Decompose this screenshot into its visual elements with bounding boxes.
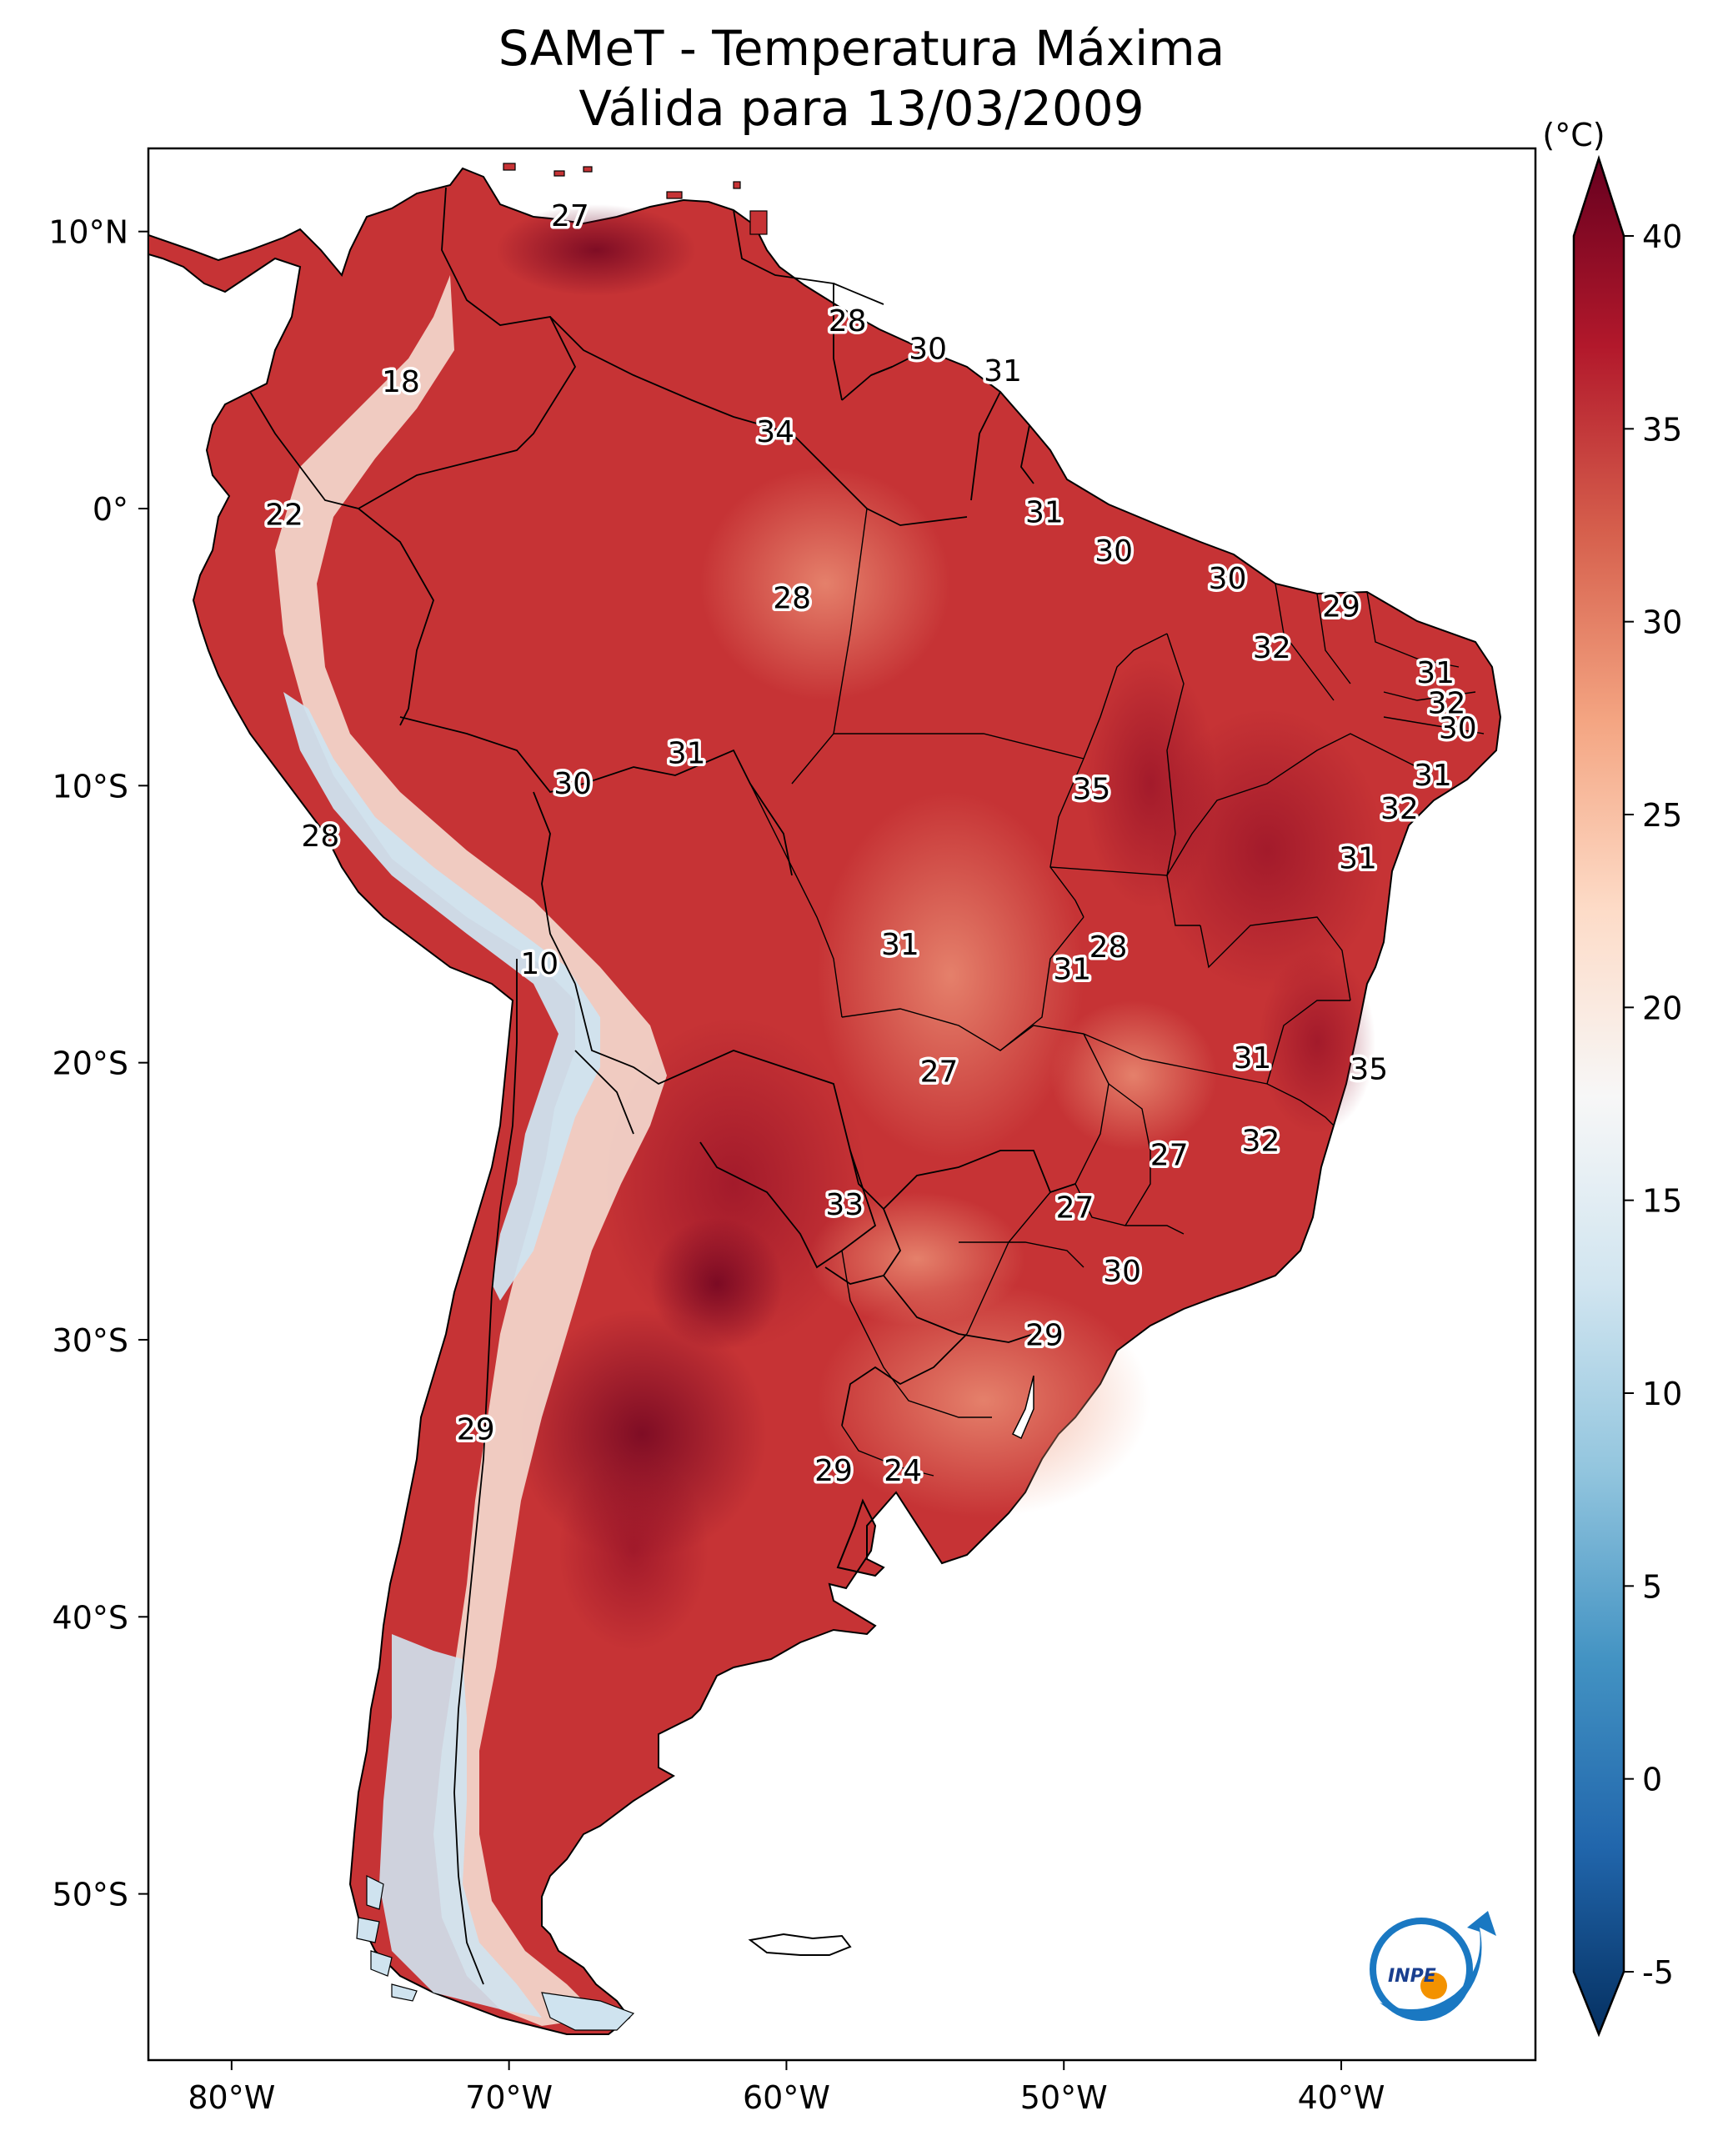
- colorbar-tick-label: 5: [1642, 1568, 1662, 1605]
- contour-label: 31: [1234, 1041, 1272, 1075]
- lat-tick-label: 50°S: [53, 1877, 128, 1913]
- lon-tick-label: 80°W: [188, 2079, 275, 2116]
- colorbar-tick-label: 30: [1642, 604, 1682, 641]
- lat-tick-label: 20°S: [53, 1045, 128, 1082]
- colorbar-tick-label: 15: [1642, 1183, 1682, 1220]
- country-borders: [249, 187, 1076, 1985]
- contour-label: 32: [1428, 687, 1466, 721]
- contour-label: 27: [551, 199, 589, 233]
- colorbar-tick-label: 40: [1642, 218, 1682, 255]
- contour-label: 31: [984, 354, 1022, 389]
- lat-tick-label: 0°: [93, 491, 128, 528]
- lat-tick-label: 40°S: [53, 1599, 128, 1636]
- patagonian-islands: [356, 1875, 635, 2031]
- contour-label: 34: [756, 415, 794, 449]
- contour-label: 32: [1242, 1125, 1280, 1159]
- patagonia-cold: [379, 1634, 542, 2018]
- state-borders: [749, 508, 1485, 1335]
- inpe-logo: INPE: [1370, 1911, 1496, 2021]
- colorbar-tick-label: 0: [1642, 1762, 1662, 1798]
- contour-label: 29: [814, 1454, 853, 1488]
- contour-label: 35: [1350, 1052, 1388, 1086]
- title-line-1: SAMeT - Temperatura Máxima: [498, 20, 1225, 77]
- falkland-islands: [748, 1933, 852, 1956]
- contour-label: 31: [1339, 842, 1377, 876]
- colorbar-tick-label: 25: [1642, 797, 1682, 834]
- contour-label: 30: [1439, 712, 1477, 746]
- contour-label: 31: [1053, 953, 1091, 987]
- contour-label: 27: [1150, 1138, 1189, 1172]
- contour-label: 28: [829, 304, 867, 338]
- contour-label: 31: [1416, 656, 1455, 690]
- contour-label: 31: [1025, 495, 1064, 529]
- contour-label: 27: [920, 1055, 959, 1090]
- contour-label: 33: [825, 1188, 864, 1222]
- logo-text: INPE: [1388, 1966, 1436, 1987]
- contour-label: 28: [1089, 930, 1128, 965]
- lon-tick-label: 50°W: [1020, 2079, 1108, 2116]
- contour-label: 22: [265, 499, 303, 533]
- logo-dot: [1420, 1973, 1447, 1999]
- lon-tick-label: 60°W: [743, 2079, 830, 2116]
- contour-label: 30: [1209, 562, 1247, 596]
- lon-tick-label: 40°W: [1298, 2079, 1385, 2116]
- longitude-axis: 80°W 70°W 60°W 50°W 40°W: [188, 2060, 1385, 2116]
- contour-label: 28: [301, 820, 339, 854]
- latitude-axis: 10°N 0° 10°S 20°S 30°S 40°S 50°S: [48, 214, 148, 1913]
- province-borders: [841, 1250, 992, 1477]
- lat-tick-label: 30°S: [53, 1322, 128, 1359]
- colorbar-unit: (°C): [1542, 117, 1605, 153]
- colorbar-tick-label: 20: [1642, 990, 1682, 1026]
- contour-label: 31: [881, 928, 919, 962]
- title-line-2: Válida para 13/03/2009: [579, 80, 1144, 137]
- contour-label: 30: [553, 767, 592, 801]
- lon-tick-label: 70°W: [465, 2079, 553, 2116]
- contour-label: 18: [382, 365, 420, 399]
- contour-label: 29: [457, 1412, 495, 1447]
- caribbean-islands: [503, 163, 768, 235]
- andes-highlands: [275, 275, 667, 2026]
- lat-tick-label: 10°N: [48, 214, 128, 251]
- contour-label: 29: [1025, 1318, 1064, 1352]
- map-title: SAMeT - Temperatura Máxima Válida para 1…: [0, 18, 1723, 138]
- colorbar-tick-label: 10: [1642, 1376, 1682, 1412]
- logo-swoosh: [1380, 1911, 1496, 2018]
- contour-label: 31: [668, 736, 706, 770]
- colorbar-ticks: 40 35 30 25 20 15 10 5 0 -5: [1624, 218, 1682, 1991]
- contour-label: 32: [1253, 631, 1291, 665]
- contour-label: 27: [1056, 1191, 1094, 1225]
- colorbar-body: [1572, 154, 1625, 2038]
- contour-label: 24: [884, 1454, 922, 1488]
- lagoa-dos-patos: [1011, 1375, 1034, 1440]
- temperature-field: [148, 163, 1502, 2035]
- contour-label: 35: [1073, 773, 1111, 807]
- andes-cold-core: [283, 692, 600, 1301]
- contour-label: 10: [520, 947, 558, 981]
- colorbar-tick-label: -5: [1642, 1954, 1674, 1991]
- contour-label: 32: [1380, 792, 1419, 826]
- contour-label: 29: [1322, 589, 1360, 624]
- contour-label: 30: [909, 332, 947, 366]
- contour-label: 30: [1103, 1255, 1141, 1289]
- lat-tick-label: 10°S: [53, 768, 128, 805]
- contour-label: 30: [1094, 534, 1133, 569]
- contour-label: 31: [1414, 759, 1452, 793]
- contour-label: 28: [773, 581, 811, 615]
- colorbar: 40 35 30 25 20 15 10 5 0 -5 (°C): [1542, 117, 1682, 2038]
- colorbar-tick-label: 35: [1642, 411, 1682, 448]
